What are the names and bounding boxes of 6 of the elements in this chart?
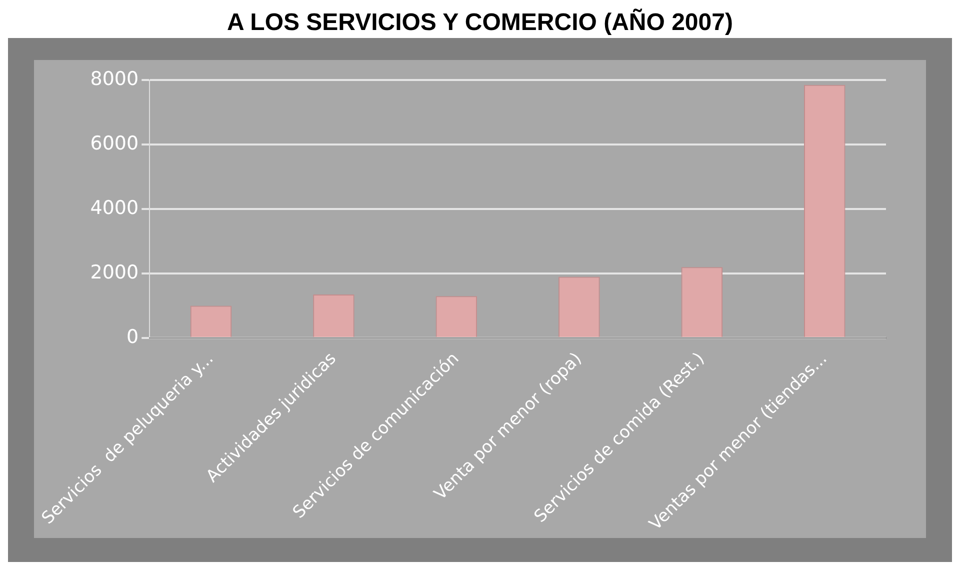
- chart-title: A LOS SERVICIOS Y COMERCIO (AÑO 2007): [226, 8, 734, 38]
- y-tick-label: 4000: [90, 196, 139, 219]
- y-tick-label: 6000: [90, 132, 139, 154]
- y-tick-label: 0: [126, 326, 139, 348]
- y-tick-label: 2000: [90, 261, 139, 284]
- y-tick-label: 8000: [90, 68, 139, 90]
